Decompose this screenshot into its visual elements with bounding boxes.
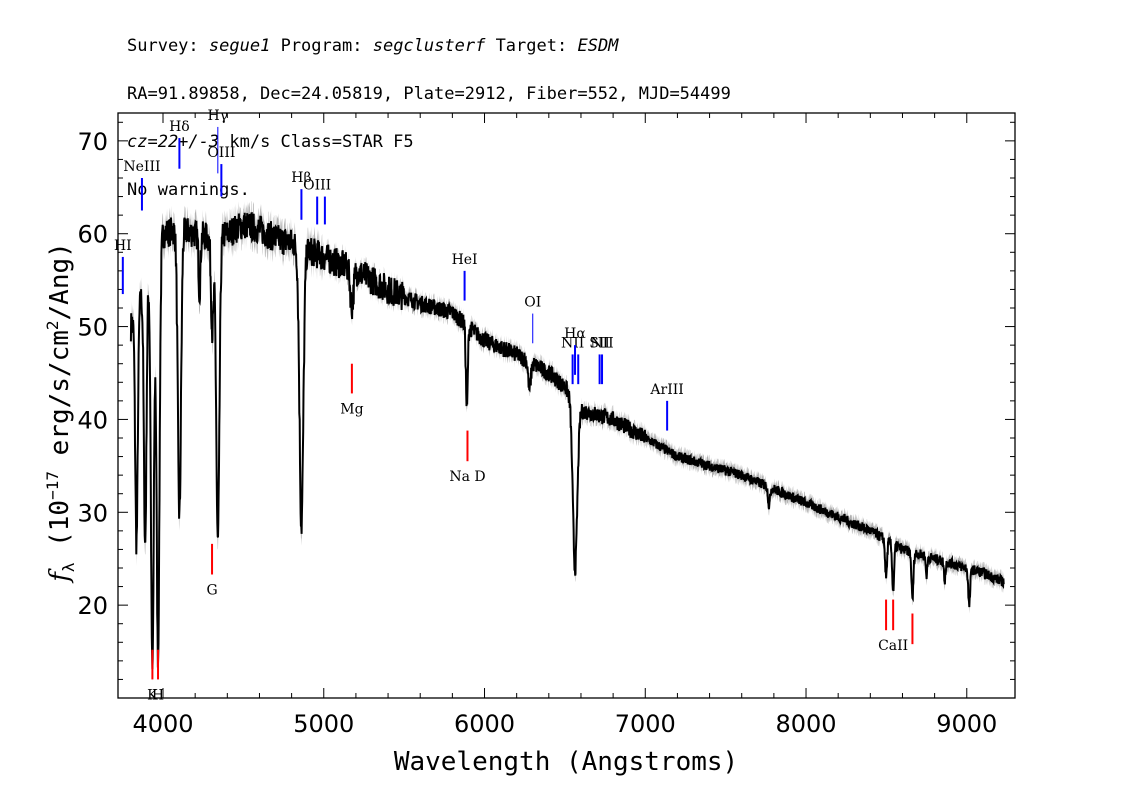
program-value: segclusterf xyxy=(372,36,486,56)
target-key: Target: xyxy=(495,36,568,56)
emission-line-label: OIII xyxy=(303,178,331,194)
survey-key: Survey: xyxy=(127,36,199,56)
header-line-3: cz=22+/-3 km/s Class=STAR F5 xyxy=(127,130,731,154)
absorption-line-label: Na D xyxy=(449,469,485,485)
emission-line-label: Hδ xyxy=(169,119,190,135)
x-tick-label: 7000 xyxy=(615,710,676,738)
y-tick-label: 40 xyxy=(77,406,108,434)
emission-line-label: OIII xyxy=(207,145,235,161)
cz-value: cz=22+/-3 xyxy=(127,132,220,152)
emission-line-label: NII xyxy=(590,335,613,351)
target-value: ESDM xyxy=(577,36,619,56)
y-tick-label: 50 xyxy=(77,314,108,342)
absorption-line-label: H xyxy=(152,687,164,703)
program-key: Program: xyxy=(280,36,363,56)
x-tick-label: 4000 xyxy=(132,710,193,738)
emission-line-label: SII xyxy=(589,335,610,351)
emission-line-label: Hα xyxy=(564,326,586,342)
x-tick-label: 5000 xyxy=(293,710,354,738)
x-tick-label: 9000 xyxy=(936,710,997,738)
emission-line-label: Hβ xyxy=(291,170,311,186)
emission-line-label: NeIII xyxy=(123,159,160,175)
spectrum-header: Survey: segue1 Program: segclusterf Targ… xyxy=(127,10,731,226)
emission-line-label: NII xyxy=(561,335,584,351)
absorption-line-label: CaII xyxy=(878,638,908,654)
header-line-2: RA=91.89858, Dec=24.05819, Plate=2912, F… xyxy=(127,84,731,104)
y-axis-title: fλ (10−17 erg/s/cm2/Ang) xyxy=(43,242,78,584)
y-axis-title-text: fλ (10−17 erg/s/cm2/Ang) xyxy=(43,242,78,584)
emission-line-label: HI xyxy=(114,238,132,254)
class-info: km/s Class=STAR F5 xyxy=(229,132,414,152)
y-tick-label: 20 xyxy=(77,592,108,620)
plot-frame xyxy=(117,112,1016,699)
x-tick-label: 6000 xyxy=(454,710,515,738)
y-tick-label: 60 xyxy=(77,221,108,249)
y-tick-label: 30 xyxy=(77,499,108,527)
header-line-1: Survey: segue1 Program: segclusterf Targ… xyxy=(127,34,731,58)
emission-line-label: HeI xyxy=(452,252,478,268)
emission-line-label: Hγ xyxy=(208,108,229,124)
y-tick-label: 70 xyxy=(77,128,108,156)
absorption-line-label: K xyxy=(147,687,158,703)
plot-area: 4000 5000 6000 7000 8000 9000 20 30 40 50 60 70 HI Ne… xyxy=(77,108,1016,738)
emission-line-label: ArIII xyxy=(649,382,683,398)
x-tick-label: 8000 xyxy=(775,710,836,738)
error-band xyxy=(130,200,1004,682)
emission-line-label: OI xyxy=(524,295,541,311)
spectrum-line xyxy=(129,211,1005,670)
x-axis-title: Wavelength (Angstroms) xyxy=(394,747,738,777)
absorption-line-label: G xyxy=(206,583,217,599)
absorption-line-label: Mg xyxy=(340,401,363,417)
survey-value: segue1 xyxy=(208,36,271,56)
